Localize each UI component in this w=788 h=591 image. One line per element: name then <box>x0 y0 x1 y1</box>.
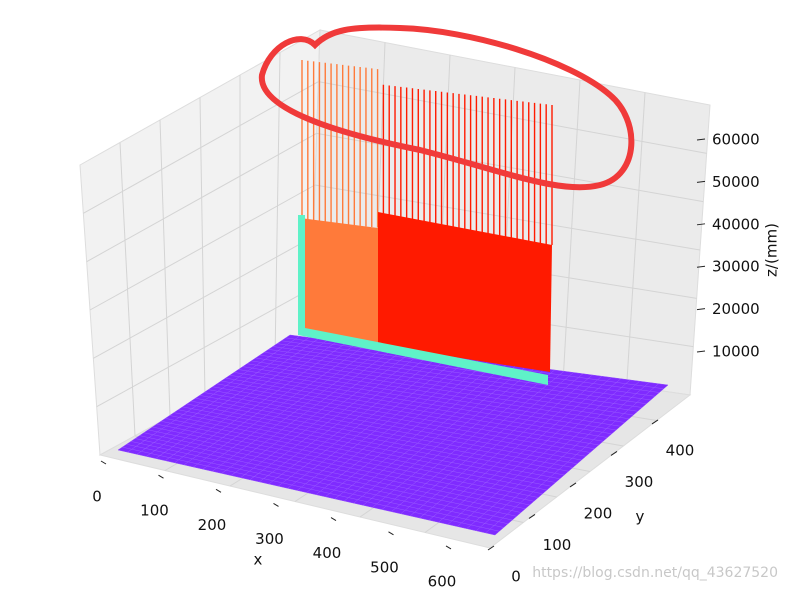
z-tick-label: 20000 <box>712 300 760 318</box>
mesh-line <box>344 364 517 502</box>
mesh-line <box>238 369 617 431</box>
mesh-line <box>485 383 659 534</box>
y-tick <box>569 482 577 488</box>
z-tick-label: 10000 <box>712 343 760 361</box>
mesh-line <box>259 354 638 412</box>
mesh-line <box>234 372 612 434</box>
mesh-line <box>428 376 603 521</box>
mesh-line <box>475 382 650 531</box>
mesh-line <box>251 360 630 419</box>
mesh-line <box>410 373 584 517</box>
mesh-line <box>438 377 612 523</box>
mesh-line <box>306 359 480 493</box>
mesh-line <box>353 366 527 504</box>
mesh-line <box>466 381 640 529</box>
z-axis-label: z/(mm) <box>763 223 781 277</box>
x-axis-label: x <box>254 551 263 569</box>
z-tick-label: 50000 <box>712 173 760 191</box>
z-tick-label: 30000 <box>712 258 760 276</box>
z-tick-label: 60000 <box>712 131 760 149</box>
surface-orange <box>300 218 378 345</box>
mesh-line <box>447 378 621 525</box>
x-tick-label: 0 <box>92 488 102 506</box>
z-tick <box>696 138 706 141</box>
x-tick <box>273 503 279 507</box>
mesh-line <box>225 377 604 442</box>
watermark: https://blog.csdn.net/qq_43627520 <box>532 565 778 581</box>
z-tick-label: 40000 <box>712 215 760 233</box>
y-tick <box>651 419 659 425</box>
mesh-line <box>246 363 625 423</box>
mesh-line <box>391 371 565 512</box>
surface-red <box>378 212 552 372</box>
y-tick-label: 300 <box>625 473 654 491</box>
mesh-line <box>221 380 599 446</box>
mesh-line <box>400 372 574 514</box>
mesh-line <box>272 346 651 401</box>
mesh-line <box>242 366 621 427</box>
x-tick <box>445 545 452 550</box>
y-tick-label: 0 <box>511 568 521 586</box>
y-tick-label: 200 <box>584 504 613 522</box>
x-tick <box>388 531 394 536</box>
y-tick <box>528 514 536 519</box>
z-tick <box>696 308 706 311</box>
z-tick <box>696 223 706 226</box>
y-tick-label: 100 <box>543 536 572 554</box>
mesh-line <box>264 352 643 408</box>
z-tick <box>696 180 706 183</box>
z-tick <box>696 350 706 353</box>
x-tick-label: 300 <box>255 530 284 548</box>
mesh-line <box>277 343 656 397</box>
x-tick <box>330 517 337 522</box>
surface-cyan <box>298 215 548 385</box>
mesh-line <box>255 357 634 416</box>
annotation-ellipse <box>258 24 635 191</box>
mesh-line <box>372 368 546 508</box>
mesh-line <box>457 379 631 527</box>
x-tick <box>215 488 222 493</box>
mesh-line <box>334 363 508 500</box>
x-tick-label: 500 <box>370 558 399 576</box>
y-axis-label: y <box>636 508 645 526</box>
y-tick <box>487 545 495 551</box>
z-tick <box>696 265 706 268</box>
mesh-line <box>315 361 489 495</box>
mesh-line <box>381 369 555 510</box>
mesh-line <box>362 367 536 506</box>
mesh-line <box>419 374 593 519</box>
x-tick-label: 100 <box>140 502 169 520</box>
x-tick-label: 200 <box>198 516 227 534</box>
pane-grid-line <box>626 92 646 386</box>
y-tick <box>610 451 618 456</box>
mesh-line <box>216 383 595 449</box>
y-tick-label: 400 <box>666 441 695 459</box>
mesh-line <box>212 386 591 453</box>
mesh-line <box>325 362 499 497</box>
mesh-line <box>229 375 608 438</box>
surface-mesh <box>122 336 664 534</box>
mesh-line <box>208 389 586 457</box>
x-tick-label: 600 <box>428 572 457 590</box>
mesh-line <box>268 349 647 404</box>
x-tick <box>100 460 107 465</box>
x-tick-label: 400 <box>313 544 342 562</box>
x-tick <box>158 474 164 479</box>
